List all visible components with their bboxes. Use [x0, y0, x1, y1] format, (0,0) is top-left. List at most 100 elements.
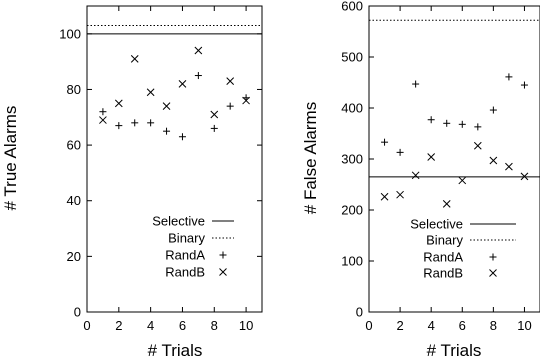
chart-panel-1: 0 20 40 60 80 100 0 2 4 6 8 10 # Trials # True Alarms… [1, 5, 263, 360]
y-tick-label: 400 [341, 101, 363, 116]
data-point-randb [162, 102, 171, 110]
y-tick-label: 100 [59, 26, 81, 41]
y-axis-label: # True Alarms [1, 106, 20, 211]
y-tick-label: 600 [341, 0, 363, 14]
y-tick-label: 500 [341, 50, 363, 65]
data-point-randb [178, 80, 187, 88]
x-tick-label: 0 [83, 318, 90, 333]
legend-label-randb: RandB [423, 266, 463, 281]
data-point-randa [381, 138, 389, 146]
y-tick-label: 200 [341, 203, 363, 218]
x-b [130, 55, 139, 63]
data-point-randa [178, 133, 186, 141]
x-tick-label: 4 [147, 318, 154, 333]
x-tick-label: 6 [459, 318, 466, 333]
data-point-randa [474, 123, 482, 131]
x-b [427, 153, 436, 161]
data-point-randb [114, 99, 123, 108]
data-point-randa [210, 124, 218, 132]
x-b [380, 192, 389, 201]
plot-data [87, 24, 262, 141]
x-b [219, 268, 227, 276]
data-point-randa [412, 80, 420, 88]
data-point-randa [131, 119, 139, 127]
legend-label-binary: Binary [168, 231, 205, 246]
data-point-randb [442, 200, 451, 208]
x-tick-label: 8 [490, 318, 497, 333]
x-b [505, 162, 513, 171]
x-b [473, 141, 482, 150]
data-point-randb [242, 96, 250, 105]
x-tick-label: 10 [239, 318, 253, 333]
data-point-randb [505, 162, 513, 171]
x-b [489, 269, 497, 277]
x-b [210, 110, 219, 119]
y-tick-label: 20 [67, 249, 81, 264]
data-point-randa [147, 119, 155, 127]
x-axis-label: # Trials [148, 341, 203, 360]
data-point-randb [489, 156, 498, 165]
y-tick-label: 300 [341, 152, 363, 167]
legend-swatch-randb [219, 268, 227, 276]
data-point-randa [396, 148, 404, 156]
y-tick-label: 80 [67, 82, 81, 97]
legend-label-randa: RandA [423, 250, 463, 265]
data-point-randb [99, 116, 107, 124]
data-point-randa [115, 122, 123, 130]
data-point-randb [458, 176, 467, 185]
y-tick-label: 40 [67, 193, 81, 208]
x-b [458, 176, 467, 185]
data-point-randb [427, 153, 436, 161]
x-b [520, 172, 529, 181]
data-point-randb [210, 110, 219, 119]
x-tick-label: 2 [396, 318, 403, 333]
legend-swatch-randb [489, 269, 497, 277]
legend-label-randb: RandB [165, 265, 205, 280]
data-point-randb [473, 141, 482, 150]
y-tick-label: 100 [341, 254, 363, 269]
x-b [396, 190, 404, 199]
y-axis-label: # False Alarms [301, 102, 320, 214]
data-point-randa [520, 81, 528, 89]
data-point-randa [163, 127, 171, 135]
legend-swatch-randa [489, 253, 497, 261]
data-point-randa [458, 120, 466, 128]
data-point-randb [520, 172, 529, 181]
data-point-randb [194, 46, 203, 55]
x-b [489, 156, 498, 165]
x-tick-label: 0 [365, 318, 372, 333]
x-b [226, 77, 235, 85]
x-tick-label: 4 [428, 318, 435, 333]
x-tick-label: 6 [179, 318, 186, 333]
data-point-randa [99, 108, 107, 116]
data-point-randa [427, 116, 435, 124]
legend-label-selective: Selective [410, 217, 463, 232]
plot-data [369, 19, 540, 208]
data-point-randa [489, 106, 497, 114]
legend-label-randa: RandA [165, 248, 205, 263]
chart-panel-2: 0 100 200 300 400 500 600 0 2 4 6 8 10 # Trials # Fals… [301, 0, 540, 360]
x-tick-label: 10 [517, 318, 531, 333]
x-b [99, 116, 107, 124]
data-point-randb [130, 55, 139, 63]
x-b [442, 200, 451, 208]
x-b [114, 99, 123, 108]
y-tick-label: 0 [74, 305, 81, 320]
x-tick-label: 2 [115, 318, 122, 333]
data-point-randb [226, 77, 235, 85]
x-tick-label: 8 [211, 318, 218, 333]
data-point-randa [226, 102, 234, 110]
x-b [242, 96, 250, 105]
x-b [194, 46, 203, 55]
x-axis-label: # Trials [427, 341, 482, 360]
data-point-randb [380, 192, 389, 201]
data-point-randa [443, 119, 451, 127]
x-b [178, 80, 187, 88]
data-point-randb [411, 171, 420, 180]
y-tick-label: 0 [356, 305, 363, 320]
legend-label-selective: Selective [152, 214, 205, 229]
x-b [146, 88, 155, 97]
x-b [162, 102, 171, 110]
